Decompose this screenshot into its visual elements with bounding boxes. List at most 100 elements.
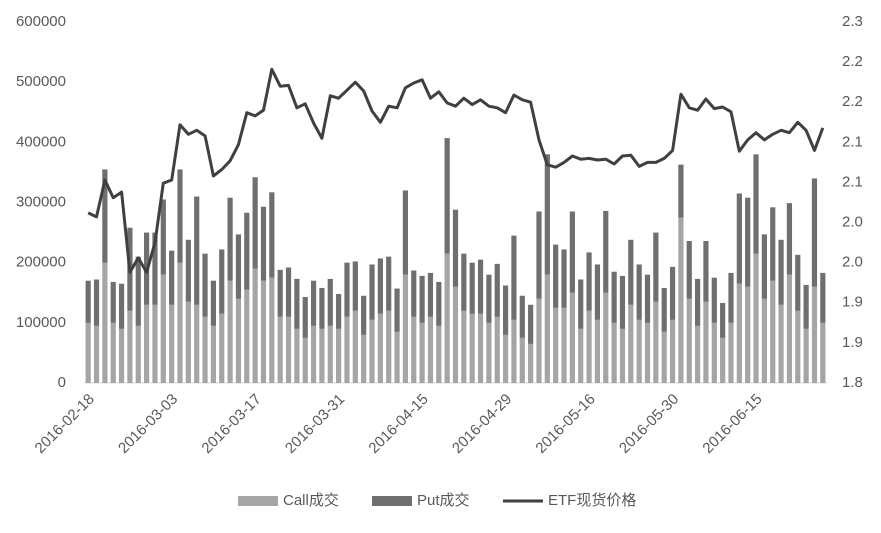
- bar: [144, 304, 150, 383]
- bar: [703, 241, 709, 302]
- bar: [177, 262, 183, 383]
- bar: [369, 264, 375, 320]
- bar: [811, 286, 818, 383]
- bar: [336, 328, 342, 383]
- bar: [452, 209, 459, 287]
- bar: [110, 322, 116, 383]
- bar: [394, 331, 400, 383]
- x-tick-label: 2016-04-29: [449, 391, 515, 457]
- bar: [611, 271, 617, 323]
- bar: [594, 319, 601, 383]
- bar: [227, 197, 233, 281]
- bar: [711, 277, 717, 323]
- bar: [720, 302, 726, 338]
- bar: [528, 304, 534, 344]
- y-tick-label: 200000: [16, 254, 66, 271]
- bar: [569, 292, 575, 383]
- bar: [294, 328, 300, 383]
- bar: [310, 325, 317, 383]
- y-tick-label: 0: [58, 374, 66, 391]
- bar: [603, 292, 609, 383]
- bar: [377, 313, 383, 383]
- bar: [169, 304, 175, 383]
- legend-swatch: [238, 496, 278, 506]
- bar: [110, 281, 116, 323]
- bar: [561, 307, 567, 383]
- bar: [118, 328, 125, 383]
- bar: [102, 169, 108, 263]
- bar: [127, 310, 133, 383]
- x-tick-label: 2016-05-16: [532, 391, 598, 457]
- bar: [486, 274, 492, 323]
- bar: [169, 250, 175, 305]
- bar: [803, 328, 809, 383]
- y2-tick-label: 2.0: [842, 214, 863, 231]
- bar: [244, 289, 250, 383]
- bar: [603, 210, 609, 293]
- bar: [327, 278, 333, 326]
- bar: [411, 316, 417, 383]
- bar: [427, 272, 434, 317]
- x-tick-label: 2016-04-15: [365, 391, 431, 457]
- bar: [177, 169, 183, 263]
- bar: [477, 259, 484, 314]
- bar: [235, 234, 242, 299]
- bar: [319, 328, 325, 383]
- bar: [469, 262, 475, 314]
- x-tick-label: 2016-05-30: [616, 391, 682, 457]
- bar: [544, 154, 550, 275]
- bar: [294, 278, 300, 329]
- bar: [269, 277, 275, 383]
- bar: [152, 304, 158, 383]
- legend-label: ETF现货价格: [548, 492, 636, 509]
- y2-tick-label: 2.1: [842, 173, 863, 190]
- bar: [436, 325, 442, 383]
- bar: [85, 322, 91, 383]
- bar: [252, 177, 258, 269]
- bar: [277, 269, 283, 317]
- bar: [695, 278, 701, 326]
- y-tick-label: 400000: [16, 133, 66, 150]
- bar: [260, 280, 267, 383]
- bar: [795, 254, 801, 311]
- bar: [494, 316, 500, 383]
- bar: [452, 286, 459, 383]
- bar: [194, 304, 200, 383]
- bar: [461, 310, 467, 383]
- bar: [753, 154, 759, 254]
- bar: [344, 262, 350, 317]
- bar: [761, 298, 767, 383]
- bar: [419, 322, 425, 383]
- bar: [795, 310, 801, 383]
- bar: [778, 304, 784, 383]
- bar: [569, 211, 575, 293]
- bar: [210, 325, 216, 383]
- bar: [202, 253, 208, 317]
- bar: [586, 252, 592, 311]
- bar: [644, 322, 651, 383]
- bar: [553, 307, 559, 383]
- y2-tick-label: 1.9: [842, 334, 863, 351]
- bar: [252, 268, 258, 383]
- legend-label: Put成交: [417, 491, 470, 509]
- y-tick-label: 300000: [16, 193, 66, 210]
- bar: [544, 274, 550, 383]
- bar: [494, 263, 500, 317]
- bar: [519, 337, 525, 383]
- bar: [770, 207, 776, 281]
- bar: [578, 279, 584, 329]
- bar: [219, 249, 225, 314]
- bar: [770, 280, 776, 383]
- bar: [653, 301, 659, 383]
- bar: [519, 295, 525, 338]
- bar: [285, 267, 292, 317]
- legend-swatch: [372, 496, 412, 506]
- bar: [444, 138, 450, 254]
- bar: [185, 301, 191, 383]
- bar: [302, 296, 308, 338]
- bar: [803, 284, 809, 329]
- bar: [160, 274, 166, 383]
- bar: [352, 261, 358, 311]
- bar: [711, 322, 717, 383]
